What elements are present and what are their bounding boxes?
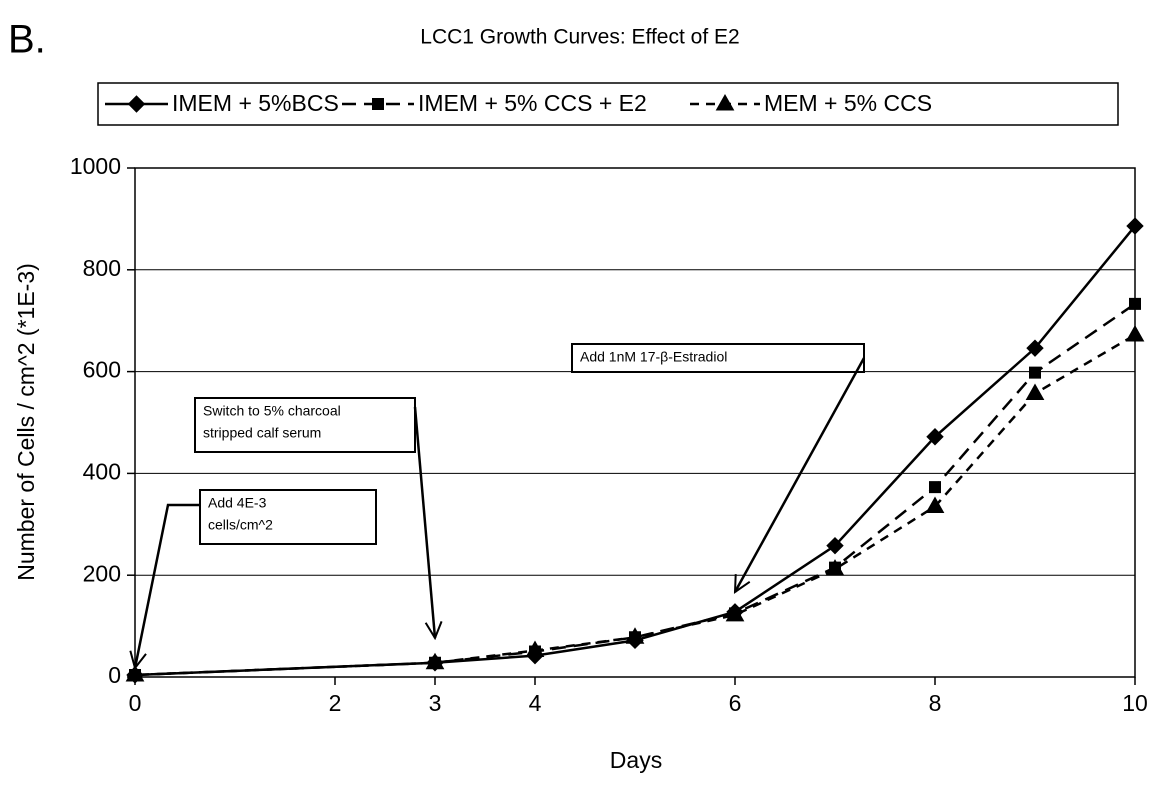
- annotation-arrow: [733, 357, 866, 592]
- x-axis-title: Days: [610, 747, 662, 773]
- marker: [725, 604, 745, 622]
- annotation-text: stripped calf serum: [203, 425, 321, 441]
- y-tick-label: 0: [108, 662, 121, 688]
- legend-label: IMEM + 5% CCS + E2: [418, 90, 647, 116]
- y-tick-label: 400: [83, 458, 121, 484]
- marker: [1126, 217, 1144, 235]
- panel-label: B.: [8, 18, 46, 62]
- annotation-text: Switch to 5% charcoal: [203, 403, 341, 419]
- legend-marker: [715, 93, 735, 111]
- x-tick-label: 4: [529, 690, 542, 716]
- annotation-box: [571, 343, 865, 373]
- x-tick-label: 0: [129, 690, 142, 716]
- annotation-box: [199, 489, 377, 545]
- annotation-box: [194, 397, 416, 453]
- marker: [525, 640, 545, 658]
- legend-label: IMEM + 5%BCS: [172, 90, 339, 116]
- marker: [625, 627, 645, 644]
- annotation-text: Add 1nM 17-β-Estradiol: [580, 349, 727, 365]
- x-tick-label: 3: [429, 690, 442, 716]
- marker: [929, 481, 941, 494]
- marker: [1029, 366, 1041, 379]
- y-tick-label: 1000: [70, 153, 121, 179]
- plot-frame: [134, 167, 1136, 678]
- legend-label: MEM + 5% CCS: [764, 90, 932, 116]
- marker: [1025, 383, 1045, 400]
- x-tick-label: 2: [329, 690, 342, 716]
- series-line: [134, 333, 1136, 677]
- marker: [926, 428, 944, 446]
- marker: [826, 536, 844, 555]
- annotation-arrow: [135, 503, 200, 668]
- marker: [1129, 297, 1141, 310]
- annotation-text: cells/cm^2: [208, 517, 273, 533]
- marker: [825, 559, 845, 576]
- y-axis-title: Number of Cells / cm^2 (*1E-3): [13, 263, 39, 581]
- legend-box: [97, 82, 1119, 126]
- marker: [125, 664, 145, 682]
- y-tick-label: 800: [83, 255, 121, 281]
- marker: [1026, 339, 1044, 357]
- y-tick-label: 600: [83, 357, 121, 383]
- annotation-text: Add 4E-3: [208, 495, 267, 511]
- marker: [425, 652, 445, 670]
- x-tick-label: 6: [729, 690, 742, 716]
- x-tick-label: 10: [1122, 690, 1148, 716]
- legend-marker: [127, 95, 146, 113]
- chart-title: LCC1 Growth Curves: Effect of E2: [420, 26, 739, 49]
- marker: [1125, 324, 1145, 342]
- annotation-arrow: [413, 406, 435, 638]
- y-tick-label: 200: [83, 560, 121, 586]
- legend-marker: [372, 98, 384, 110]
- marker: [925, 496, 945, 513]
- x-tick-label: 8: [929, 690, 942, 716]
